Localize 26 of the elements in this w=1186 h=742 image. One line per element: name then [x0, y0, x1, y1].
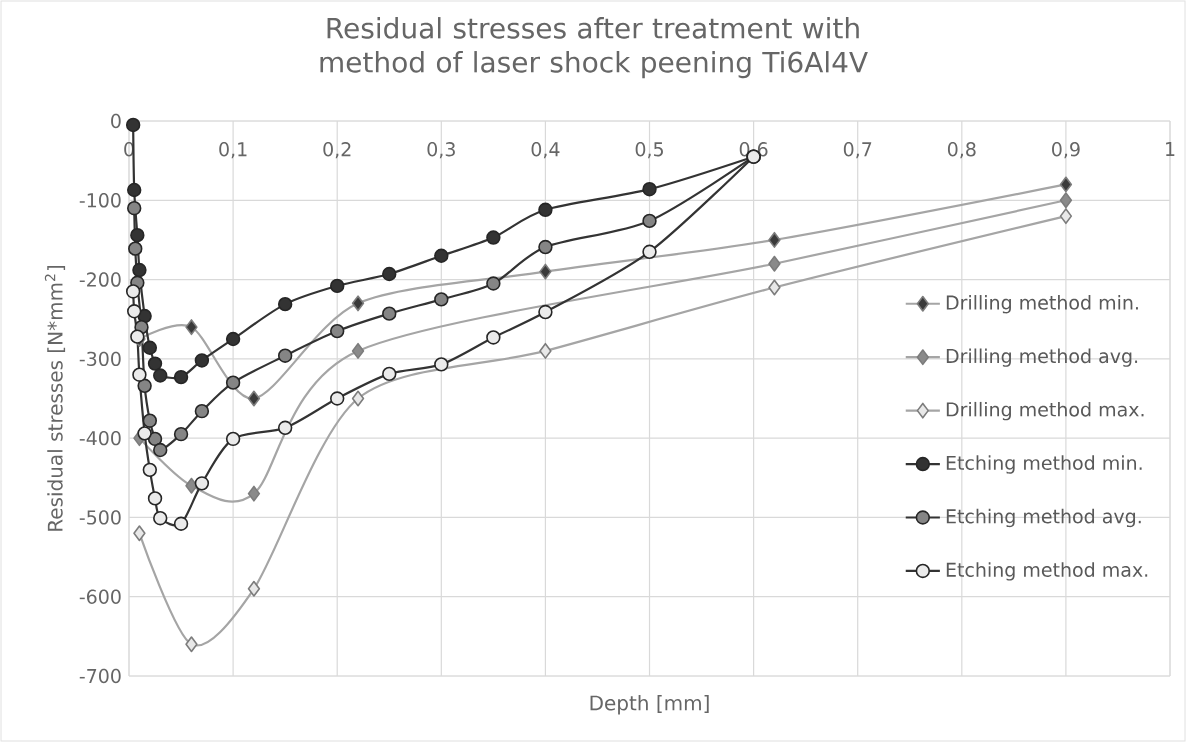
legend-label: Etching method avg. [946, 508, 1141, 528]
x-tick-label: 0,9 [1052, 142, 1080, 159]
x-tick-label: 0,4 [531, 142, 560, 159]
y-tick-label: -600 [79, 589, 121, 604]
y-tick-label: -100 [79, 193, 121, 208]
legend-label: Etching method min. [946, 455, 1142, 474]
x-axis-title: Depth [mm] [590, 695, 709, 715]
x-tick-label: 0,2 [323, 142, 351, 159]
y-tick-label: -700 [79, 668, 121, 684]
chart-title: Residual stresses after treatment with method of laser shock peening Ti6Al4V [320, 17, 868, 79]
x-tick-label: 0,7 [843, 142, 872, 159]
y-axis-title: Residual stresses [N*mm$^{2}$] [44, 265, 66, 531]
legend-label: Drilling method avg. [946, 348, 1138, 367]
y-tick-label: -500 [79, 510, 121, 525]
y-tick-label: -300 [79, 351, 121, 367]
x-tick-label: 0,5 [635, 142, 663, 159]
legend-label: Drilling method max. [946, 401, 1144, 421]
x-tick-label: 0,3 [427, 142, 455, 159]
y-tick-label: -200 [79, 272, 121, 287]
y-tick-label: -400 [79, 430, 121, 446]
x-tick-label: 0,1 [219, 142, 247, 159]
legend-label: Etching method max. [946, 562, 1148, 581]
x-tick-label: 1 [1166, 142, 1175, 156]
y-tick-label: 0 [111, 113, 121, 129]
legend-label: Drilling method min. [946, 295, 1138, 314]
x-tick-label: 0,8 [947, 142, 976, 159]
